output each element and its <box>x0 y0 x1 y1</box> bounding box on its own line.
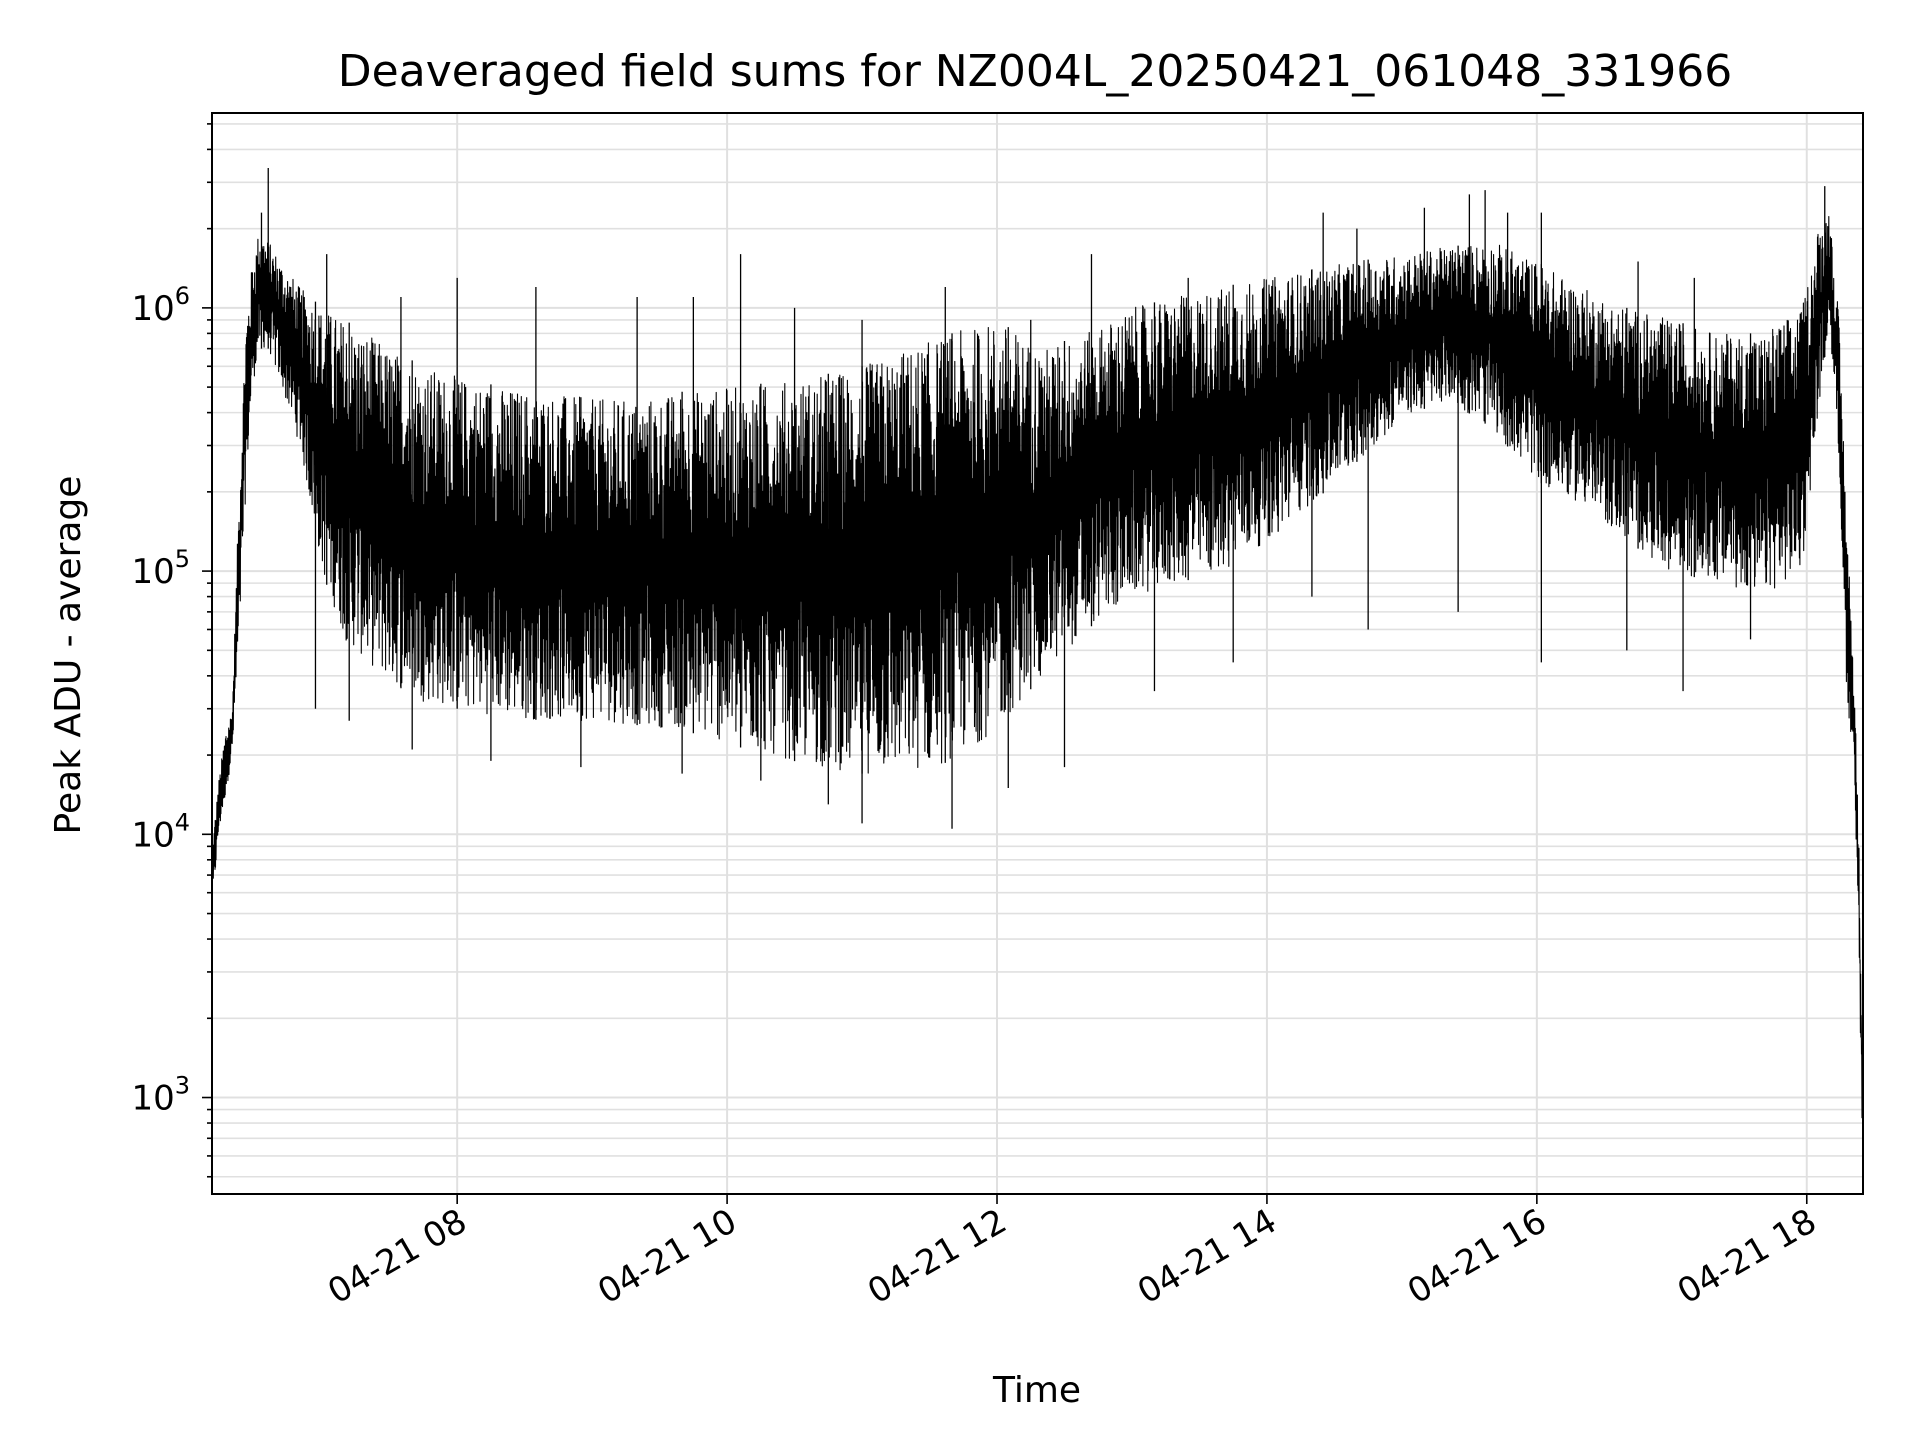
chart-title: Deaveraged field sums for NZ004L_2025042… <box>338 46 1732 97</box>
y-tick-label-base: 10 <box>131 289 174 329</box>
y-tick-label-exponent: 4 <box>175 808 190 836</box>
y-tick-label-base: 10 <box>131 815 174 855</box>
y-tick-label-exponent: 6 <box>175 282 190 310</box>
y-tick-label-base: 10 <box>131 552 174 592</box>
y-tick-label-base: 10 <box>131 1079 174 1119</box>
y-tick-label: 106 <box>131 282 190 329</box>
data-series-line <box>211 216 1864 1119</box>
data-line-group <box>211 167 1864 1119</box>
y-tick-label: 103 <box>131 1072 190 1119</box>
x-axis-label: Time <box>992 1370 1081 1411</box>
y-tick-label: 104 <box>131 808 190 855</box>
y-tick-label-exponent: 5 <box>175 545 190 573</box>
y-tick-label-exponent: 3 <box>175 1072 190 1100</box>
y-tick-label: 105 <box>131 545 190 592</box>
plot-area-frame <box>211 112 1864 1195</box>
y-axis-label: Peak ADU - average <box>48 476 89 835</box>
